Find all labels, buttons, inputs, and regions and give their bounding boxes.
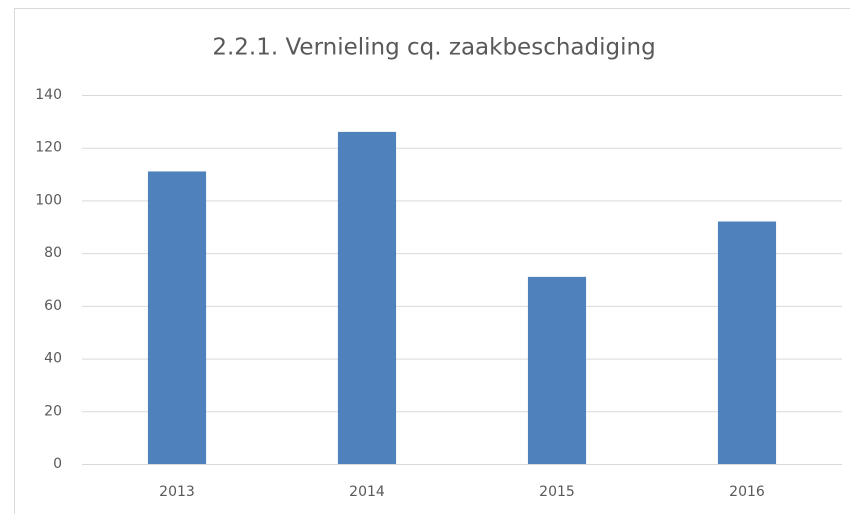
- y-tick-label: 140: [35, 87, 62, 103]
- bar: [337, 131, 397, 464]
- bar: [527, 276, 587, 464]
- bar: [717, 221, 777, 464]
- x-tick-label: 2016: [729, 484, 765, 500]
- y-tick-label: 80: [44, 245, 62, 261]
- y-tick-label: 120: [35, 140, 62, 156]
- y-tick-label: 20: [44, 403, 62, 419]
- y-tick-label: 100: [35, 192, 62, 208]
- x-tick-label: 2013: [159, 484, 195, 500]
- chart-title: 2.2.1. Vernieling cq. zaakbeschadiging: [212, 35, 655, 61]
- y-tick-label: 60: [44, 298, 62, 314]
- y-tick-label: 40: [44, 351, 62, 367]
- y-tick-label: 0: [53, 456, 62, 472]
- bar: [147, 171, 207, 464]
- x-tick-label: 2015: [539, 484, 575, 500]
- x-tick-label: 2014: [349, 484, 385, 500]
